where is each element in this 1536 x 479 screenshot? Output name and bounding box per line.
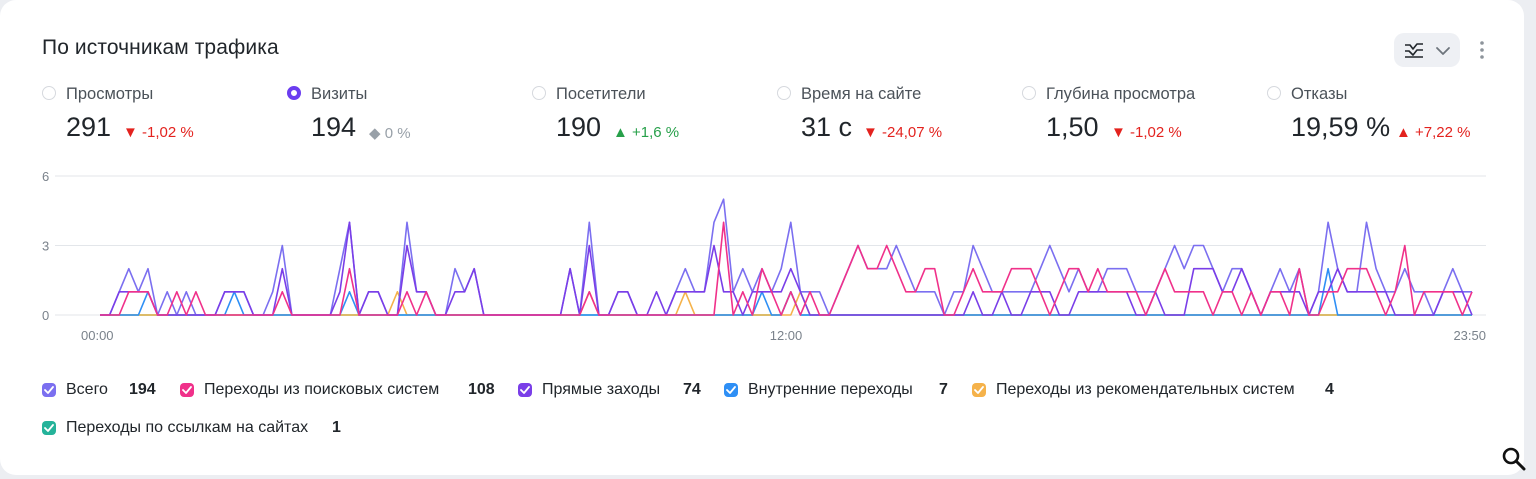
metric-value: 1,50: [1046, 112, 1099, 142]
legend-count: 7: [939, 381, 948, 398]
x-tick-label: 23:50: [1453, 328, 1486, 343]
legend-checkbox[interactable]: [518, 383, 532, 397]
legend-label: Переходы из рекомендательных систем: [996, 381, 1295, 398]
metric-radio[interactable]: [1267, 86, 1281, 100]
more-vertical-icon[interactable]: [1472, 38, 1492, 64]
traffic-line-chart: 0 3 6 00:00 12:00 23:50: [42, 169, 1486, 343]
metric-label: Визиты: [311, 85, 368, 103]
legend-label: Всего: [66, 381, 108, 398]
metric-value: 190: [556, 112, 602, 142]
metric-delta: ▲ +1,6 %: [613, 124, 680, 141]
metric-delta: ◆ 0 %: [369, 125, 411, 142]
metric-radio[interactable]: [532, 86, 546, 100]
y-tick-label: 6: [42, 169, 49, 184]
search-icon[interactable]: [1500, 445, 1528, 473]
metric-value: 291: [66, 112, 112, 142]
metric-delta: ▼ -1,02 %: [1111, 124, 1182, 141]
legend-count: 74: [683, 381, 701, 398]
metric-delta: ▲ +7,22 %: [1396, 124, 1471, 141]
legend-checkbox[interactable]: [42, 421, 56, 435]
legend-label: Переходы по ссылкам на сайтах: [66, 419, 309, 436]
chevron-down-icon: [1435, 44, 1451, 62]
legend-checkbox[interactable]: [180, 383, 194, 397]
legend-checkbox[interactable]: [972, 383, 986, 397]
metric-label: Отказы: [1291, 85, 1348, 103]
legend-count: 194: [129, 381, 156, 398]
metric-value: 19,59 %: [1291, 112, 1391, 142]
legend-checkbox[interactable]: [724, 383, 738, 397]
legend-checkbox[interactable]: [42, 383, 56, 397]
legend-label: Прямые заходы: [542, 381, 661, 398]
chart-mode-icon: [1403, 41, 1425, 64]
legend-count: 1: [332, 419, 341, 436]
series-line-0: [100, 198, 1472, 316]
metric-label: Время на сайте: [801, 85, 922, 103]
metric-delta: ▼ -24,07 %: [863, 124, 943, 141]
x-tick-label: 12:00: [770, 328, 803, 343]
series-line-1: [100, 221, 1473, 316]
x-tick-label: 00:00: [81, 328, 114, 343]
series-line-3: [100, 267, 1472, 316]
metric-radio-selected[interactable]: [287, 86, 301, 100]
metric-radio[interactable]: [42, 86, 56, 100]
metric-radio[interactable]: [1022, 86, 1036, 100]
legend-label: Внутренние переходы: [748, 381, 913, 398]
y-tick-label: 3: [42, 239, 49, 254]
legend-label: Переходы из поисковых систем: [204, 381, 440, 398]
chart-mode-dropdown[interactable]: [1394, 33, 1460, 67]
y-tick-label: 0: [42, 308, 49, 323]
metric-label: Посетители: [556, 85, 646, 103]
metric-label: Просмотры: [66, 85, 154, 103]
legend-count: 4: [1325, 381, 1334, 398]
metric-delta: ▼ -1,02 %: [123, 124, 194, 141]
metric-value: 194: [311, 112, 357, 142]
metric-radio[interactable]: [777, 86, 791, 100]
widget-title: По источникам трафика: [42, 36, 279, 59]
metric-value: 31 с: [801, 112, 853, 142]
legend-count: 108: [468, 381, 495, 398]
metric-label: Глубина просмотра: [1046, 85, 1196, 103]
